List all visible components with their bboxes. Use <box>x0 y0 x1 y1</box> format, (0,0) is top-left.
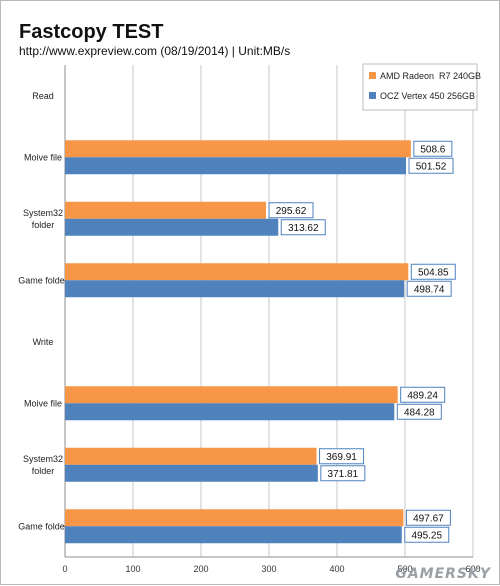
data-label-box <box>405 509 451 526</box>
bar <box>65 280 405 298</box>
data-label: 508.6 <box>420 144 445 155</box>
bar <box>65 447 317 465</box>
watermark: GAMERSKY <box>395 566 491 582</box>
x-tick-label: 100 <box>125 564 140 574</box>
data-label: 489.24 <box>407 390 438 401</box>
legend-swatch <box>369 92 376 99</box>
data-label-box <box>320 465 366 482</box>
x-tick-label: 300 <box>261 564 276 574</box>
legend-swatch <box>369 72 376 79</box>
data-label: 504.85 <box>418 267 449 278</box>
x-tick-label: 400 <box>329 564 344 574</box>
bar <box>65 201 267 219</box>
data-label: 313.62 <box>288 223 319 234</box>
data-label-box <box>410 263 456 280</box>
category-label: Write <box>33 337 54 347</box>
category-label: Moive file <box>24 398 62 408</box>
data-label: 371.81 <box>328 469 359 480</box>
bar <box>65 386 398 404</box>
bar <box>65 509 404 527</box>
bar <box>65 263 409 281</box>
chart-title: Fastcopy TEST <box>19 21 164 43</box>
category-label: System32 folder <box>23 454 63 476</box>
data-label: 498.74 <box>414 284 445 295</box>
x-tick-label: 200 <box>193 564 208 574</box>
category-label: System32 folder <box>23 208 63 230</box>
category-label: Game folder <box>18 275 68 285</box>
bar <box>65 526 402 544</box>
x-tick-label: 500 <box>397 564 412 574</box>
data-label: 495.25 <box>411 530 442 541</box>
data-label-box <box>408 157 454 174</box>
data-label-box <box>400 386 446 403</box>
x-tick-label: 600 <box>465 564 480 574</box>
data-label: 497.67 <box>413 513 444 524</box>
category-label: Game folder <box>18 521 68 531</box>
legend-box <box>362 63 478 111</box>
bar <box>65 218 279 236</box>
legend-label: OCZ Vertex 450 256GB <box>380 91 475 101</box>
data-label-box <box>413 140 453 157</box>
data-label: 484.28 <box>404 407 435 418</box>
data-label: 501.52 <box>416 161 447 172</box>
category-label: Read <box>32 91 54 101</box>
data-label-box <box>404 526 450 543</box>
x-tick-label: 0 <box>62 564 67 574</box>
legend-label: AMD Radeon R7 240GB <box>380 71 481 81</box>
bar <box>65 157 407 175</box>
data-label-box <box>406 280 452 297</box>
data-label: 295.62 <box>276 206 307 217</box>
bar <box>65 464 318 482</box>
data-label-box <box>319 448 365 465</box>
chart-subtitle: http://www.expreview.com (08/19/2014) | … <box>19 44 291 58</box>
category-label: Moive file <box>24 152 62 162</box>
data-label: 369.91 <box>326 452 357 463</box>
data-label-box <box>396 403 442 420</box>
data-label-box <box>268 202 314 219</box>
bar <box>65 140 411 158</box>
bar <box>65 403 395 421</box>
data-label-box <box>280 219 326 236</box>
